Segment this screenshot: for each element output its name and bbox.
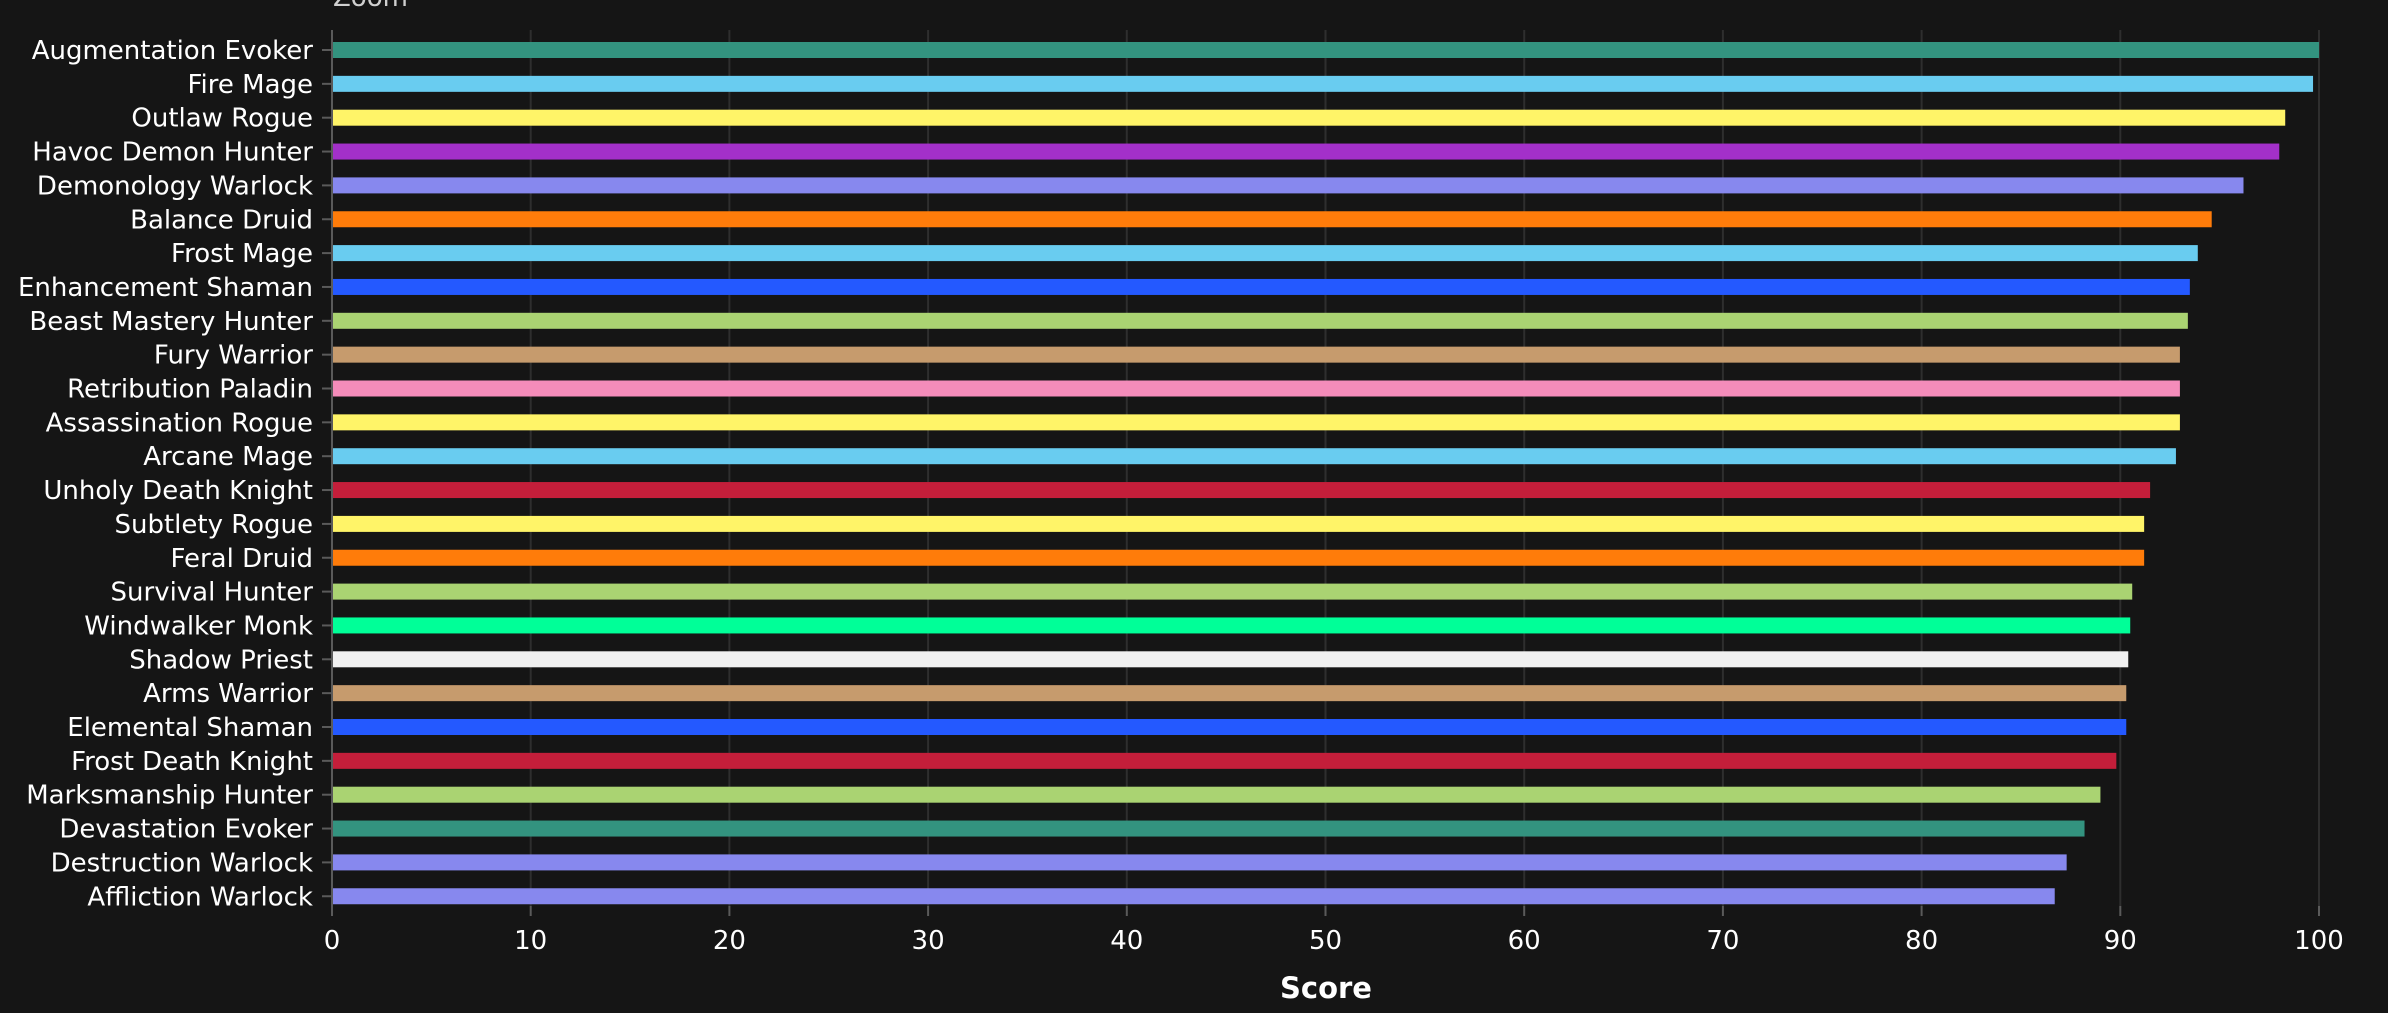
bar[interactable]: [333, 177, 2244, 194]
bar[interactable]: [333, 278, 2190, 295]
category-label: Frost Mage: [171, 239, 313, 269]
category-label: Frost Death Knight: [71, 747, 313, 777]
x-tick-label: 50: [1309, 926, 1342, 956]
bar[interactable]: [333, 143, 2280, 160]
x-tick-label: 20: [713, 926, 746, 956]
x-axis: 0 10 20 30 40 50 60 70 80 90 100: [322, 30, 2344, 956]
category-label: Demonology Warlock: [37, 171, 313, 201]
category-label: Havoc Demon Hunter: [32, 138, 313, 168]
bar[interactable]: [333, 448, 2176, 465]
bar[interactable]: [333, 109, 2286, 126]
bar[interactable]: [333, 75, 2314, 92]
bar[interactable]: [333, 651, 2129, 668]
bar[interactable]: [333, 617, 2131, 634]
category-label: Devastation Evoker: [59, 815, 313, 845]
bar[interactable]: [333, 854, 2067, 871]
x-tick-label: 60: [1508, 926, 1541, 956]
x-axis-title: Score: [1280, 971, 1372, 1005]
category-label: Arms Warrior: [143, 679, 313, 709]
x-tick-label: 10: [514, 926, 547, 956]
x-tick-label: 90: [2104, 926, 2137, 956]
bar[interactable]: [333, 42, 2319, 58]
category-label: Beast Mastery Hunter: [29, 307, 313, 337]
category-label: Windwalker Monk: [84, 611, 313, 641]
bar[interactable]: [333, 752, 2117, 769]
category-label: Retribution Paladin: [67, 375, 313, 405]
category-labels: Augmentation Evoker Fire Mage Outlaw Rogue…: [18, 36, 313, 912]
x-tick-label: 30: [912, 926, 945, 956]
bar[interactable]: [333, 380, 2180, 397]
x-tick-label: 0: [324, 926, 341, 956]
bar[interactable]: [333, 583, 2133, 600]
category-label: Unholy Death Knight: [43, 476, 313, 506]
bar[interactable]: [333, 786, 2101, 803]
category-label: Destruction Warlock: [51, 848, 313, 878]
category-label: Feral Druid: [170, 544, 313, 574]
bar[interactable]: [333, 482, 2151, 499]
zoom-label[interactable]: Zoom: [333, 0, 408, 13]
category-label: Fire Mage: [187, 70, 313, 100]
category-label: Outlaw Rogue: [131, 104, 313, 134]
bar[interactable]: [333, 414, 2180, 431]
bar[interactable]: [333, 515, 2145, 532]
category-label: Marksmanship Hunter: [26, 781, 313, 811]
bar[interactable]: [333, 685, 2127, 702]
x-tick-label: 80: [1905, 926, 1938, 956]
category-label: Shadow Priest: [129, 645, 313, 675]
bar[interactable]: [333, 211, 2212, 228]
category-label: Affliction Warlock: [87, 882, 313, 912]
bar[interactable]: [333, 245, 2198, 262]
gridlines: [529, 30, 2320, 906]
category-label: Augmentation Evoker: [32, 36, 314, 66]
category-label: Arcane Mage: [143, 442, 313, 472]
x-tick-label: 70: [1706, 926, 1739, 956]
category-label: Subtlety Rogue: [114, 510, 313, 540]
category-label: Balance Druid: [130, 205, 313, 235]
x-tick-label: 100: [2294, 926, 2344, 956]
bars: [333, 42, 2319, 905]
category-label: Fury Warrior: [154, 341, 313, 371]
category-label: Enhancement Shaman: [18, 273, 313, 303]
bar[interactable]: [333, 820, 2085, 837]
bar[interactable]: [333, 719, 2127, 735]
bar[interactable]: [333, 346, 2180, 363]
x-tick-label: 40: [1110, 926, 1143, 956]
bar[interactable]: [333, 888, 2055, 905]
category-label: Elemental Shaman: [67, 713, 313, 743]
category-label: Survival Hunter: [111, 578, 314, 608]
bar[interactable]: [333, 312, 2188, 329]
bar[interactable]: [333, 549, 2145, 566]
category-label: Assassination Rogue: [46, 408, 313, 438]
